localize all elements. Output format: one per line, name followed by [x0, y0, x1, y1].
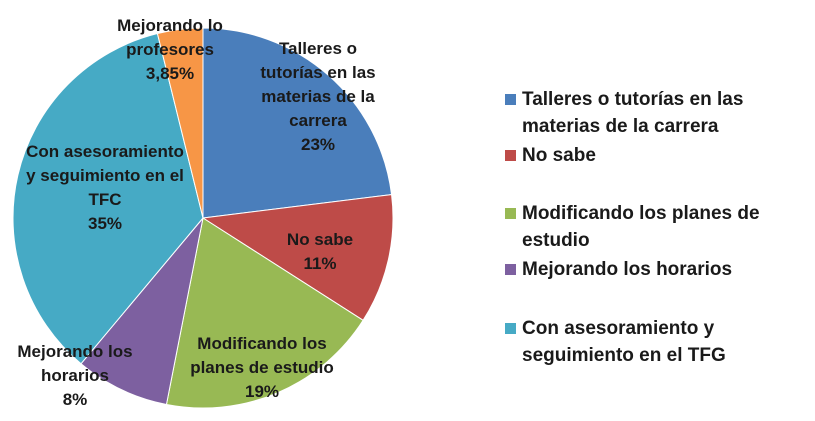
slice-value: 23% [300, 135, 336, 154]
slice-label: Talleres o tutorías en las materias de l… [248, 37, 388, 157]
legend-swatch [505, 323, 516, 334]
slice-value: 35% [87, 214, 123, 233]
pie-slice [165, 217, 364, 409]
legend-swatch [505, 150, 516, 161]
pie-slice [80, 217, 204, 406]
legend-text: Mejorando los horarios [522, 259, 733, 280]
slice-label: Mejorando lo profesores 3,85% [105, 14, 235, 86]
legend-swatch [505, 208, 516, 219]
slice-category: Mejorando lo profesores [117, 16, 223, 59]
legend-item: Con asesoramiento y seguimiento en el TF… [505, 315, 810, 369]
slice-value: 19% [244, 382, 280, 401]
slice-value: 8% [62, 390, 88, 409]
slice-category: No sabe [286, 230, 354, 249]
legend-swatch [505, 94, 516, 105]
legend-text: No sabe [522, 145, 596, 166]
slice-category: Mejorando los horarios [17, 342, 133, 385]
legend-text: Modificando los planes de estudio [522, 203, 760, 251]
legend-item: Talleres o tutorías en las materias de l… [505, 86, 810, 140]
pie-slice [156, 27, 204, 219]
slice-label: Con asesoramiento y seguimiento en el TF… [23, 140, 188, 236]
legend-item: No sabe [505, 142, 810, 169]
slice-category: Talleres o tutorías en las materias de l… [260, 39, 376, 130]
pie-slice [12, 32, 204, 365]
pie-slice [202, 27, 393, 219]
slice-category: Con asesoramiento y seguimiento en el TF… [26, 142, 184, 209]
slice-label: Modificando los planes de estudio 19% [170, 332, 355, 404]
slice-value: 3,85% [145, 64, 195, 83]
slice-category: Modificando los planes de estudio [190, 334, 334, 377]
slice-value: 11% [303, 254, 337, 273]
legend-item: Mejorando los horarios [505, 256, 810, 283]
legend-text: Con asesoramiento y seguimiento en el TF… [522, 318, 726, 366]
slice-label: No sabe 11% [275, 228, 365, 276]
legend-swatch [505, 264, 516, 275]
legend-item: Modificando los planes de estudio [505, 200, 810, 254]
legend-text: Talleres o tutorías en las materias de l… [522, 89, 744, 137]
slice-label: Mejorando los horarios 8% [0, 340, 150, 412]
pie-slice [201, 194, 394, 322]
